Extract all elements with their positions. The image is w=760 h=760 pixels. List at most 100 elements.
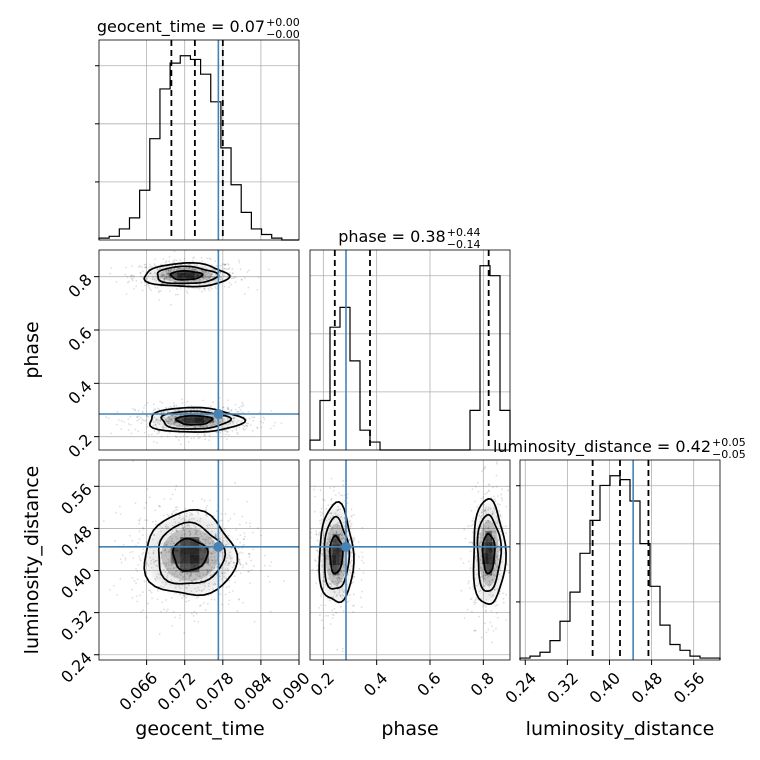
scatter-point: [176, 506, 178, 508]
scatter-point: [237, 610, 239, 612]
scatter-point: [467, 583, 469, 585]
scatter-point: [467, 609, 469, 611]
scatter-point: [139, 265, 141, 267]
scatter-point: [350, 525, 352, 527]
scatter-point: [313, 489, 315, 491]
scatter-point: [493, 495, 495, 497]
scatter-point: [239, 262, 241, 264]
scatter-point: [238, 598, 240, 600]
scatter-point: [474, 603, 476, 605]
scatter-point: [511, 507, 513, 509]
scatter-point: [337, 506, 339, 508]
scatter-point: [469, 567, 471, 569]
scatter-point: [510, 539, 512, 541]
scatter-point: [343, 610, 345, 612]
scatter-point: [320, 604, 322, 606]
scatter-point: [484, 622, 486, 624]
scatter-point: [150, 289, 152, 291]
scatter-point: [505, 525, 507, 527]
scatter-point: [151, 434, 153, 436]
scatter-point: [170, 304, 172, 306]
scatter-point: [136, 420, 138, 422]
scatter-point: [174, 489, 176, 491]
scatter-point: [143, 507, 145, 509]
truth-point: [213, 542, 223, 552]
scatter-point: [232, 567, 234, 569]
scatter-point: [510, 574, 512, 576]
scatter-point: [224, 264, 226, 266]
scatter-point: [129, 551, 131, 553]
scatter-point: [322, 512, 324, 514]
scatter-point: [220, 513, 222, 515]
scatter-point: [496, 463, 498, 465]
scatter-point: [185, 596, 187, 598]
scatter-point: [505, 506, 507, 508]
scatter-point: [472, 524, 474, 526]
scatter-point: [219, 520, 221, 522]
scatter-point: [349, 520, 351, 522]
scatter-point: [190, 437, 192, 439]
density-bin: [489, 553, 492, 564]
scatter-point: [135, 502, 137, 504]
scatter-point: [212, 401, 214, 403]
scatter-point: [175, 294, 177, 296]
scatter-point: [174, 250, 176, 252]
scatter-point: [226, 438, 228, 440]
scatter-point: [477, 482, 479, 484]
scatter-point: [204, 435, 206, 437]
scatter-point: [188, 600, 190, 602]
scatter-point: [138, 415, 140, 417]
scatter-point: [333, 486, 335, 488]
scatter-point: [168, 260, 170, 262]
scatter-point: [144, 432, 146, 434]
scatter-point: [335, 612, 337, 614]
scatter-point: [216, 265, 218, 267]
scatter-point: [227, 263, 229, 265]
scatter-point: [166, 514, 168, 516]
scatter-point: [283, 580, 285, 582]
scatter-point: [187, 292, 189, 294]
scatter-point: [140, 518, 142, 520]
scatter-point: [132, 557, 134, 559]
scatter-point: [159, 401, 161, 403]
scatter-point: [228, 599, 230, 601]
scatter-point: [493, 630, 495, 632]
scatter-point: [186, 436, 188, 438]
scatter-point: [240, 409, 242, 411]
scatter-point: [203, 602, 205, 604]
scatter-point: [235, 409, 237, 411]
scatter-point: [140, 417, 142, 419]
scatter-point: [224, 430, 226, 432]
scatter-point: [116, 424, 118, 426]
scatter-point: [361, 527, 363, 529]
scatter-point: [138, 555, 140, 557]
scatter-point: [232, 430, 234, 432]
scatter-point: [497, 503, 499, 505]
scatter-point: [224, 286, 226, 288]
scatter-point: [180, 443, 182, 445]
scatter-point: [206, 257, 208, 259]
scatter-point: [503, 598, 505, 600]
scatter-point: [224, 528, 226, 530]
scatter-point: [134, 410, 136, 412]
scatter-point: [221, 519, 223, 521]
scatter-point: [361, 606, 363, 608]
scatter-point: [324, 500, 326, 502]
title-main: geocent_time = 0.07: [97, 17, 265, 37]
scatter-point: [362, 556, 364, 558]
scatter-point: [358, 541, 360, 543]
title-minus: −0.00: [266, 28, 300, 41]
scatter-point: [252, 549, 254, 551]
scatter-point: [114, 540, 116, 542]
scatter-point: [243, 532, 245, 534]
scatter-point: [130, 432, 132, 434]
scatter-point: [351, 509, 353, 511]
x-tick-label: 0.48: [628, 668, 667, 707]
scatter-point: [263, 419, 265, 421]
x-axis-title-luminosity_distance: luminosity_distance: [526, 718, 715, 740]
scatter-point: [267, 575, 269, 577]
scatter-point: [229, 282, 231, 284]
scatter-point: [215, 287, 217, 289]
scatter-point: [181, 597, 183, 599]
scatter-point: [342, 480, 344, 482]
